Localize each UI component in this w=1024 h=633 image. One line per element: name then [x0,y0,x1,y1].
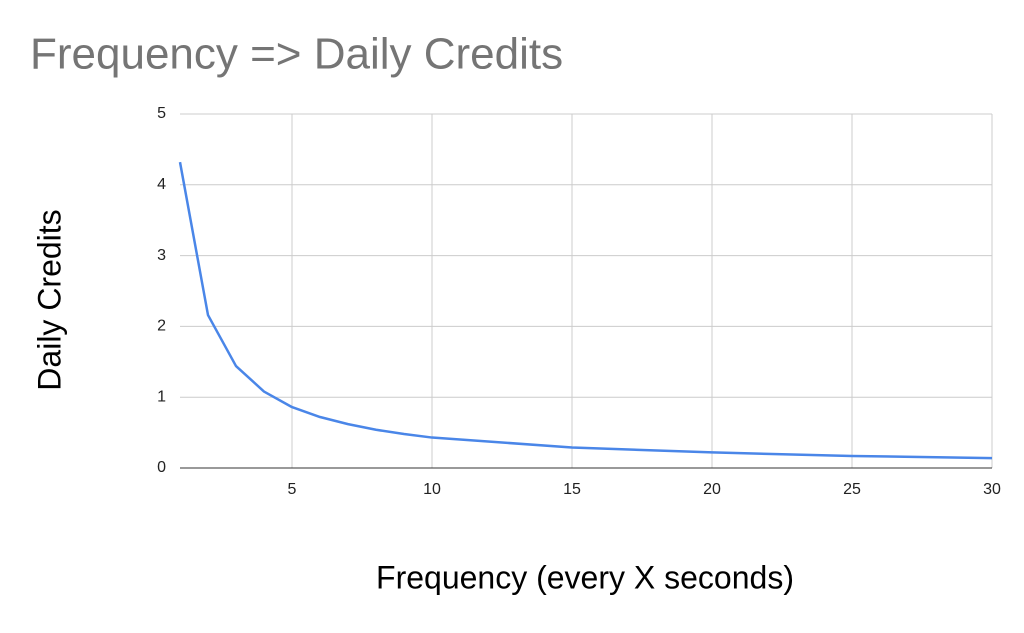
x-tick-label: 15 [563,481,581,498]
data-line [178,161,993,460]
x-tick-label: 10 [423,481,441,498]
y-tick-label: 2 [157,318,166,335]
x-tick-label: 25 [843,481,861,498]
chart-title: Frequency => Daily Credits [30,30,563,79]
y-tick-label: 1 [157,388,166,405]
x-axis-label: Frequency (every X seconds) [376,559,794,595]
x-tick-label: 20 [703,481,721,498]
y-axis-label: Daily Credits [31,209,67,390]
y-tick-label: 5 [157,105,166,122]
y-tick-label: 3 [157,247,166,264]
y-tick-label: 0 [157,459,166,476]
y-tick-label: 4 [157,176,166,193]
x-tick-label: 30 [983,481,1001,498]
x-tick-label: 5 [288,481,297,498]
